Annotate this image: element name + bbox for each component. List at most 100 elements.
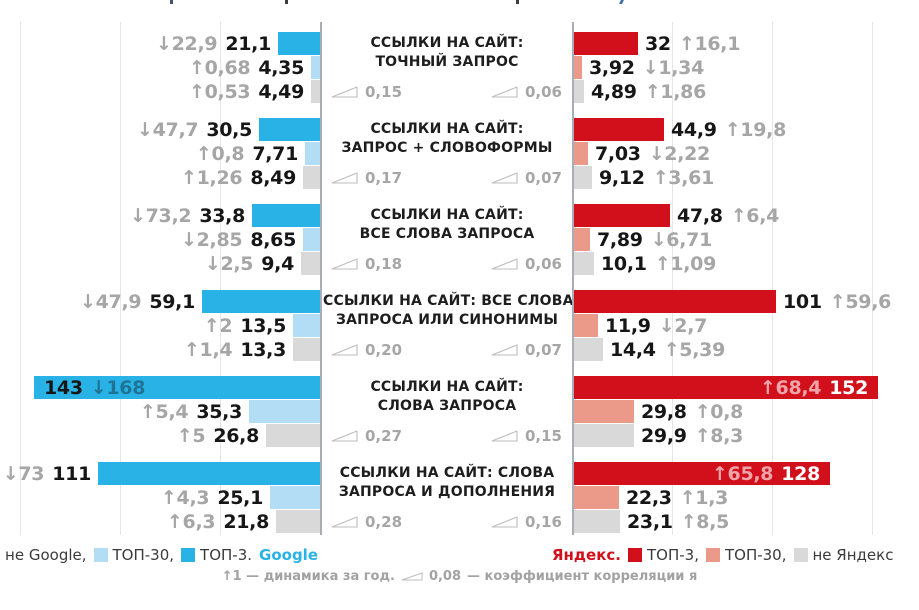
bar-dynamics: ↑1,86	[644, 80, 707, 103]
google-bar-label: ↓2,85 8,65	[181, 228, 296, 251]
gridline	[220, 22, 221, 535]
bar-value: 111	[52, 462, 91, 485]
bar-dynamics: ↑0,68	[189, 56, 251, 79]
bar-dynamics: ↓168	[90, 376, 146, 399]
bar-value: 101	[783, 290, 822, 313]
legend-google: не Google, ТОП-30, ТОП-3. Google	[0, 546, 318, 564]
bar-value: 32	[645, 32, 671, 55]
yandex-bar-label: 7,03 ↓2,22	[595, 142, 710, 165]
google-bar-rest	[303, 166, 320, 189]
correlation-value: 0,27	[365, 426, 403, 445]
chart-footnote: ↑1 — динамика за год. 0,08 — коэффициент…	[0, 569, 919, 584]
google-bar-label: ↓22,9 21,1	[156, 32, 271, 55]
bar-dynamics: ↓1,34	[642, 56, 705, 79]
google-bar-rest	[293, 338, 320, 361]
correlation-value: 0,17	[365, 168, 403, 187]
yandex-bar-label: 10,1 ↑1,09	[601, 252, 716, 275]
bar-dynamics: ↑6,3	[166, 510, 216, 533]
correlation-value: 0,06	[524, 254, 562, 273]
bar-value: 4,49	[258, 80, 304, 103]
row-title-line: ССЫЛКИ НА САЙТ:	[370, 121, 524, 137]
google-bar-label: ↑0,8 7,71	[196, 142, 298, 165]
bar-value: 33,8	[199, 204, 245, 227]
correlation-triangle-icon	[491, 257, 518, 270]
row-title-line: ЗАПРОС + СЛОВОФОРМЫ	[341, 140, 553, 156]
legend-label: ТОП-30,	[112, 546, 175, 564]
yandex-bar-label: 44,9 ↑19,8	[671, 118, 786, 141]
yandex-bar-top30	[574, 400, 634, 423]
correlation-triangle-icon	[331, 429, 358, 442]
yandex-bar-top3	[574, 32, 638, 55]
yandex-correlation: 0,07	[491, 166, 562, 189]
yandex-bar-rest	[574, 80, 584, 103]
gridline	[672, 22, 673, 535]
google-bar-top3	[34, 376, 320, 399]
bar-value: 13,3	[240, 338, 286, 361]
swatch-not-yandex	[793, 548, 808, 562]
correlation-value: 0,28	[365, 512, 403, 531]
bar-value: 22,3	[626, 486, 672, 509]
correlation-triangle-icon	[491, 515, 518, 528]
gridline	[20, 22, 21, 535]
google-bar-label: ↑1,4 13,3	[184, 338, 286, 361]
google-correlation: 0,18	[331, 252, 402, 275]
row-title: ССЫЛКИ НА САЙТ: ТОЧНЫЙ ЗАПРОС	[323, 34, 571, 72]
correlation-value: 0,07	[524, 340, 562, 359]
bar-value: 23,1	[627, 510, 673, 533]
yandex-bar-rest	[574, 166, 592, 189]
bar-dynamics: ↑4,3	[160, 486, 210, 509]
yandex-axis-line	[572, 22, 574, 535]
correlation-value: 0,20	[365, 340, 403, 359]
legend-label: ТОП-30,	[724, 546, 787, 564]
yandex-bar-label: 47,8 ↑6,4	[677, 204, 779, 227]
bar-value: 21,1	[225, 32, 271, 55]
correlation-triangle-icon	[331, 343, 358, 356]
yandex-bar-label: 11,9 ↓2,7	[605, 314, 707, 337]
bar-dynamics: ↓2,22	[648, 142, 711, 165]
row-title: ССЫЛКИ НА САЙТ: ВСЕ СЛОВА ЗАПРОСА	[323, 206, 571, 244]
google-bar-top3	[259, 118, 320, 141]
bar-dynamics: ↓2,5	[204, 252, 254, 275]
google-bar-top3	[202, 290, 320, 313]
bar-value: 29,9	[641, 424, 687, 447]
bar-value: 30,5	[206, 118, 252, 141]
google-bar-top3	[98, 462, 320, 485]
google-bar-top30	[311, 56, 320, 79]
row-title-line: ЗАПРОСА ИЛИ СИНОНИМЫ	[335, 312, 559, 328]
row-title-line: ССЫЛКИ НА САЙТ:	[370, 379, 524, 395]
legend-label: не Яндекс	[812, 546, 894, 564]
bar-value: 59,1	[149, 290, 195, 313]
row-title-line: ССЫЛКИ НА САЙТ: ВСЕ СЛОВА	[323, 293, 574, 309]
bar-dynamics: ↑5,4	[139, 400, 189, 423]
yandex-bar-rest	[574, 252, 594, 275]
bar-value: 7,71	[252, 142, 298, 165]
legend-brand-google: Google	[259, 546, 318, 564]
bar-dynamics: ↓2,85	[181, 228, 243, 251]
row-title: ССЫЛКИ НА САЙТ: СЛОВА ЗАПРОСА	[323, 378, 571, 416]
bar-dynamics: ↑65,8	[711, 462, 774, 485]
google-correlation: 0,27	[331, 424, 402, 447]
correlation-triangle-icon	[331, 171, 358, 184]
yandex-bar-label: ↑68,4 152	[760, 376, 868, 399]
legend-item-google-top30: ТОП-30,	[93, 546, 175, 564]
bar-value: 13,5	[240, 314, 286, 337]
yandex-bar-top3	[574, 118, 664, 141]
google-bar-label: ↓47,7 30,5	[137, 118, 252, 141]
bar-dynamics: ↑0,53	[189, 80, 251, 103]
bar-value: 26,8	[213, 424, 259, 447]
bar-value: 14,4	[610, 338, 656, 361]
bar-dynamics: ↑1,3	[679, 486, 729, 509]
correlation-triangle-icon	[331, 257, 358, 270]
yandex-bar-top3	[574, 376, 878, 399]
yandex-bar-label: 101 ↑59,6	[783, 290, 891, 313]
bar-value: 25,1	[217, 486, 263, 509]
legend-yandex: Яндекс. ТОП-3, ТОП-30, не Яндекс	[552, 546, 893, 564]
yandex-correlation: 0,06	[491, 252, 562, 275]
google-bar-rest	[266, 424, 320, 447]
google-bar-top30	[305, 142, 320, 165]
yandex-bar-label: 29,9 ↑8,3	[641, 424, 743, 447]
yandex-bar-top30	[574, 228, 590, 251]
correlation-triangle-icon	[331, 515, 358, 528]
swatch-yandex-top30	[705, 548, 720, 562]
footnote-correlation-value: 0,08	[428, 569, 462, 584]
